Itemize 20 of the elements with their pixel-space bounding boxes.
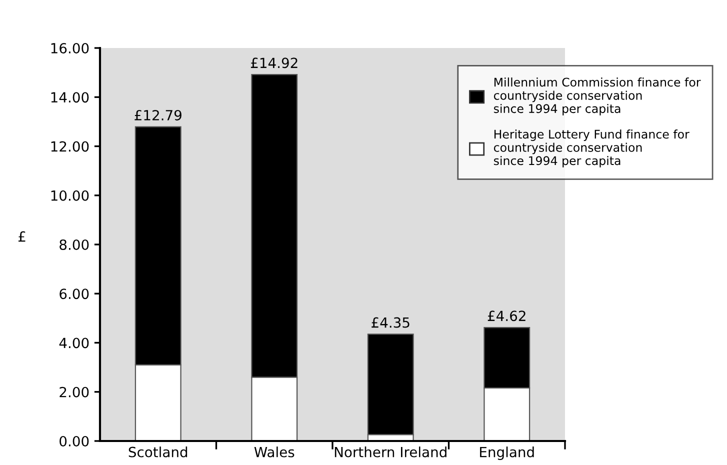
- total-label: £12.79: [134, 110, 182, 120]
- y-tick-label: 12.00: [51, 141, 89, 152]
- y-axis-title: £: [18, 231, 26, 242]
- total-label: £4.35: [372, 317, 410, 328]
- y-tick-label: 2.00: [60, 386, 89, 398]
- x-tick-label: Wales: [254, 446, 294, 458]
- x-tick-label: Scotland: [128, 446, 188, 458]
- y-tick-label: 16.00: [51, 42, 89, 54]
- legend-label: Heritage Lottery Fund finance for countryside conservation since 1994 per capita: [494, 130, 690, 168]
- y-tick-label: 4.00: [59, 338, 89, 348]
- total-label: £14.92: [250, 58, 298, 68]
- total-label: £4.62: [488, 310, 526, 322]
- legend-label: Millennium Commission finance for countryside conservation since 1994 per capita: [494, 78, 701, 116]
- y-tick-label: 6.00: [60, 288, 89, 300]
- y-tick-label: 14.00: [51, 92, 89, 103]
- x-tick-label: England: [480, 446, 534, 460]
- y-tick-label: 8.00: [60, 239, 89, 250]
- y-tick-label: 10.00: [51, 190, 89, 201]
- x-tick-label: Northern Ireland: [334, 446, 446, 458]
- y-tick-label: 0.00: [60, 436, 89, 446]
